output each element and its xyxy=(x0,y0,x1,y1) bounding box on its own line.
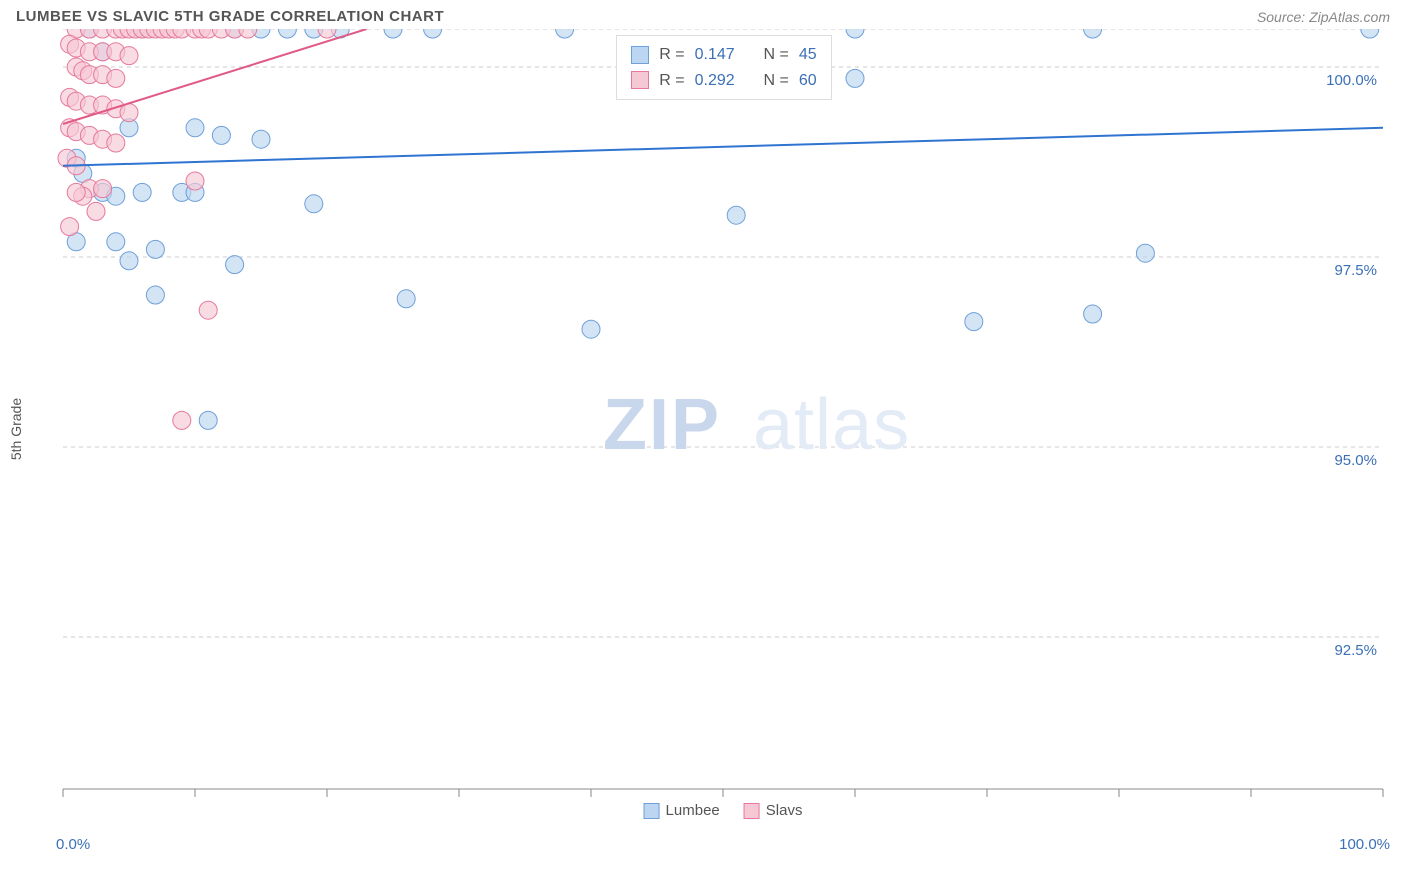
data-point xyxy=(318,29,336,38)
watermark-text: atlas xyxy=(753,385,910,465)
x-axis-origin-label: 0.0% xyxy=(56,836,90,853)
source-label: Source: ZipAtlas.com xyxy=(1257,9,1390,25)
data-point xyxy=(582,320,600,338)
data-point xyxy=(727,206,745,224)
data-point xyxy=(107,134,125,152)
data-point xyxy=(133,183,151,201)
data-point xyxy=(278,29,296,38)
data-point xyxy=(965,313,983,331)
y-tick-label: 97.5% xyxy=(1334,262,1377,279)
data-point xyxy=(120,47,138,65)
data-point xyxy=(186,172,204,190)
data-point xyxy=(146,286,164,304)
stats-row: R = 0.147 N = 45 xyxy=(631,42,816,68)
data-point xyxy=(226,256,244,274)
data-point xyxy=(846,29,864,38)
chart-area: 5th Grade ZIP atlas 100.0%97.5%95.0%92.5… xyxy=(56,29,1390,829)
legend-label: Slavs xyxy=(766,802,803,819)
stats-r-label: R = xyxy=(659,68,684,94)
stats-n-value: 45 xyxy=(799,42,817,68)
data-point xyxy=(1136,244,1154,262)
data-point xyxy=(87,202,105,220)
watermark-icon: ZIP xyxy=(603,385,721,465)
data-point xyxy=(146,240,164,258)
data-point xyxy=(1084,29,1102,38)
legend-swatch-icon xyxy=(631,71,649,89)
stats-r-label: R = xyxy=(659,42,684,68)
data-point xyxy=(120,252,138,270)
data-point xyxy=(239,29,257,38)
scatter-chart: ZIP atlas 100.0% 97.5% 95.0% 92.5% xyxy=(56,29,1390,829)
data-point xyxy=(94,180,112,198)
data-point xyxy=(305,195,323,213)
data-point xyxy=(424,29,442,38)
data-point xyxy=(199,411,217,429)
bottom-legend: Lumbee Slavs xyxy=(644,802,803,819)
legend-item: Slavs xyxy=(744,802,803,819)
legend-swatch-icon xyxy=(744,803,760,819)
data-point xyxy=(212,126,230,144)
stats-n-label: N = xyxy=(764,42,789,68)
y-tick-label: 95.0% xyxy=(1334,452,1377,469)
stats-n-value: 60 xyxy=(799,68,817,94)
stats-row: R = 0.292 N = 60 xyxy=(631,68,816,94)
y-tick-label: 92.5% xyxy=(1334,642,1377,659)
data-point xyxy=(1361,29,1379,38)
data-point xyxy=(67,183,85,201)
data-point xyxy=(107,69,125,87)
data-point xyxy=(173,411,191,429)
data-point xyxy=(384,29,402,38)
data-point xyxy=(252,130,270,148)
data-point xyxy=(397,290,415,308)
legend-label: Lumbee xyxy=(666,802,720,819)
y-axis-label: 5th Grade xyxy=(8,398,24,460)
y-tick-label: 100.0% xyxy=(1326,72,1377,89)
data-point xyxy=(1084,305,1102,323)
stats-n-label: N = xyxy=(764,68,789,94)
chart-title: LUMBEE VS SLAVIC 5TH GRADE CORRELATION C… xyxy=(16,8,444,25)
legend-swatch-icon xyxy=(644,803,660,819)
x-axis-max-label: 100.0% xyxy=(1339,836,1390,853)
legend-swatch-icon xyxy=(631,46,649,64)
data-point xyxy=(186,119,204,137)
legend-item: Lumbee xyxy=(644,802,720,819)
stats-r-value: 0.147 xyxy=(695,42,735,68)
stats-r-value: 0.292 xyxy=(695,68,735,94)
data-point xyxy=(61,218,79,236)
data-point xyxy=(107,233,125,251)
stats-legend: R = 0.147 N = 45 R = 0.292 N = 60 xyxy=(616,35,831,100)
data-point xyxy=(199,301,217,319)
data-point xyxy=(556,29,574,38)
data-point xyxy=(846,69,864,87)
